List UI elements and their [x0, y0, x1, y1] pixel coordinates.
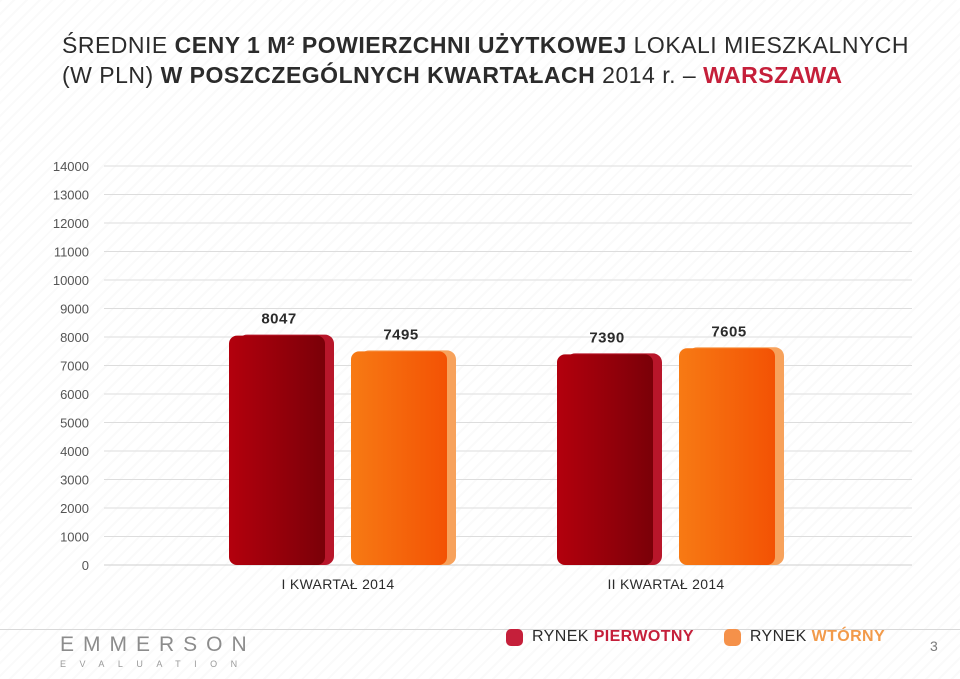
- data-labels: 8047 7495 7390 7605: [261, 311, 746, 347]
- legend-swatch: [723, 628, 741, 646]
- legend: RYNEK PIERWOTNY RYNEK WTÓRNY: [506, 628, 915, 646]
- footer-divider: [0, 629, 960, 630]
- y-tick-label: 10000: [53, 273, 89, 288]
- title-text-bold: CENY 1 M² POWIERZCHNI UŻYTKOWEJ: [174, 32, 627, 58]
- legend-swatch: [506, 628, 523, 646]
- x-tick-label: I KWARTAŁ 2014: [282, 576, 395, 592]
- data-label: 8047: [261, 311, 296, 328]
- legend-item-pierwotny: RYNEK PIERWOTNY: [506, 628, 694, 646]
- data-label: 7390: [589, 329, 624, 346]
- x-tick-label: II KWARTAŁ 2014: [607, 576, 724, 592]
- y-tick-label: 9000: [60, 302, 89, 317]
- bar: [229, 335, 325, 565]
- y-tick-label: 0: [82, 558, 89, 573]
- emmerson-logo: EMMERSON EVALUATION: [60, 634, 256, 670]
- y-tick-label: 4000: [60, 444, 89, 459]
- data-label: 7495: [383, 326, 418, 343]
- title-line-2: (W PLN) W POSZCZEGÓLNYCH KWARTAŁACH 2014…: [62, 60, 942, 90]
- title-text: ŚREDNIE: [62, 32, 175, 58]
- y-tick-label: 6000: [60, 387, 89, 402]
- bar: [679, 348, 775, 565]
- page-number: 3: [930, 638, 938, 654]
- legend-label-prefix: RYNEK: [532, 628, 594, 645]
- legend-label-bold: PIERWOTNY: [593, 628, 694, 645]
- y-tick-label: 7000: [60, 359, 89, 374]
- bar-chart: 0 1000 2000 3000 4000 5000 6000 7000 8000 9000 100…: [53, 159, 912, 592]
- title-text: (W PLN): [62, 62, 161, 88]
- x-axis: I KWARTAŁ 2014 II KWARTAŁ 2014: [282, 576, 725, 592]
- y-tick-label: 8000: [60, 330, 89, 345]
- legend-label-bold: WTÓRNY: [811, 628, 886, 645]
- y-axis: 0 1000 2000 3000 4000 5000 6000 7000 8000 9000 100…: [53, 159, 89, 573]
- chart-title: ŚREDNIE CENY 1 M² POWIERZCHNI UŻYTKOWEJ …: [62, 30, 942, 90]
- legend-label: RYNEK PIERWOTNY: [532, 628, 694, 646]
- y-tick-label: 13000: [53, 188, 89, 203]
- y-tick-label: 12000: [53, 216, 89, 231]
- logo-sub-text: EVALUATION: [60, 659, 251, 669]
- bar: [557, 354, 653, 565]
- legend-item-wtorny: RYNEK WTÓRNY: [723, 628, 885, 646]
- title-line-1: ŚREDNIE CENY 1 M² POWIERZCHNI UŻYTKOWEJ …: [62, 30, 942, 60]
- logo-main-text: EMMERSON: [60, 633, 256, 656]
- y-tick-label: 1000: [60, 530, 89, 545]
- title-city: WARSZAWA: [703, 62, 843, 88]
- legend-label-prefix: RYNEK: [749, 628, 812, 645]
- title-text: 2014 r. –: [595, 62, 704, 88]
- y-tick-label: 2000: [60, 501, 89, 516]
- title-text-bold: W POSZCZEGÓLNYCH KWARTAŁACH: [160, 62, 596, 88]
- y-tick-label: 3000: [60, 473, 89, 488]
- grid: [104, 165, 912, 566]
- y-tick-label: 5000: [60, 416, 89, 431]
- data-label: 7605: [711, 323, 746, 340]
- title-text: LOKALI MIESZKALNYCH: [626, 32, 909, 58]
- y-tick-label: 14000: [53, 159, 89, 174]
- bar: [351, 351, 447, 565]
- legend-label: RYNEK WTÓRNY: [750, 628, 885, 646]
- y-tick-label: 11000: [54, 245, 89, 260]
- bars: [229, 334, 784, 565]
